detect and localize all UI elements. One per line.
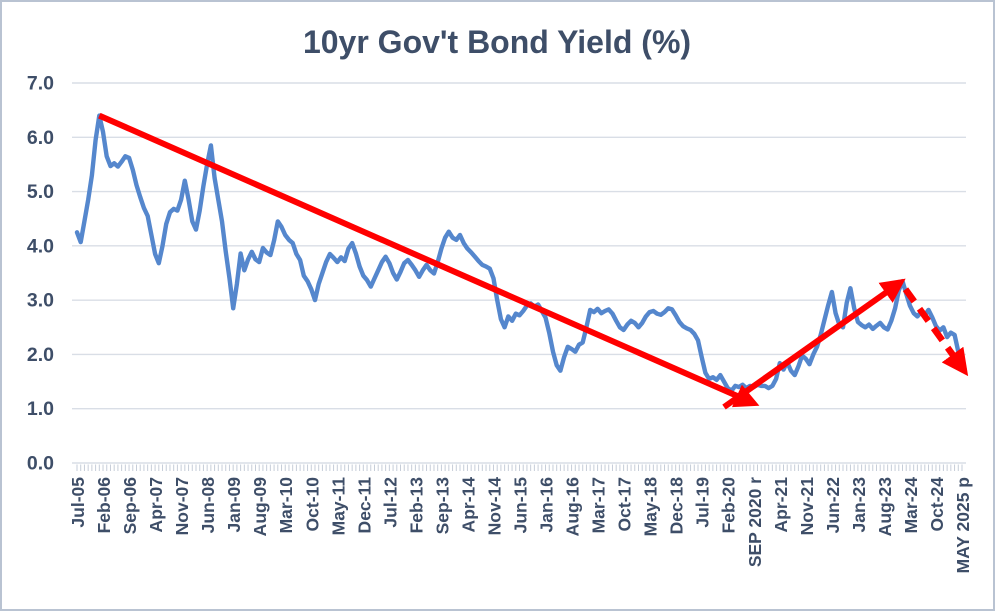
x-tick-label: Nov-21: [797, 477, 817, 536]
x-tick-label: Oct-24: [927, 477, 947, 532]
y-tick-label: 0.0: [27, 453, 54, 475]
x-tick-label: Nov-07: [172, 477, 192, 535]
x-axis-minor-ticks: [76, 464, 963, 471]
gridlines-layer: [72, 82, 966, 464]
x-tick-label: Mar-10: [276, 477, 296, 534]
yield-line: [74, 113, 965, 393]
trend-arrows-layer: [98, 112, 969, 410]
x-tick-label: Jul-19: [693, 477, 713, 528]
x-tick-label: Jan-23: [849, 477, 869, 533]
downtrend-arrow: [98, 112, 760, 408]
x-tick-label: Aug-16: [563, 477, 583, 537]
x-tick-label: Mar-24: [901, 477, 921, 534]
x-tick-label: Jun-15: [511, 477, 531, 534]
x-tick-label: Nov-14: [484, 477, 504, 536]
x-tick-label: Jun-22: [823, 477, 843, 534]
x-tick-label: Dec-18: [667, 477, 687, 535]
x-tick-label: Aug-09: [250, 477, 270, 537]
x-tick-label: Feb-13: [406, 477, 426, 534]
projected-decline-arrow: [902, 287, 969, 377]
x-tick-label: Feb-06: [94, 477, 114, 534]
y-tick-label: 6.0: [27, 127, 54, 149]
y-tick-label: 7.0: [27, 73, 54, 95]
x-tick-label: Mar-17: [589, 477, 609, 533]
y-tick-label: 1.0: [27, 398, 54, 420]
x-tick-label: Sep-06: [120, 477, 140, 535]
x-tick-label: SEP 2020 r: [745, 477, 765, 567]
x-tick-label: Jan-09: [224, 477, 244, 533]
x-tick-label: May-11: [328, 477, 348, 536]
x-tick-label: Apr-14: [458, 477, 478, 533]
x-tick-label: Jan-16: [537, 477, 557, 533]
y-axis-tick-labels: 7.0 6.0 5.0 4.0 3.0 2.0 1.0 0.0: [27, 73, 54, 475]
x-tick-label: Dec-11: [354, 477, 374, 534]
x-tick-label: May-18: [641, 477, 661, 537]
x-tick-label: Jun-08: [198, 477, 218, 534]
x-tick-label: Sep-13: [432, 477, 452, 535]
chart-title: 10yr Gov't Bond Yield (%): [303, 24, 691, 60]
x-tick-label: Feb-20: [719, 477, 739, 534]
yield-series-layer: [74, 113, 965, 393]
x-tick-label: Apr-07: [146, 477, 166, 532]
x-tick-label: Aug-23: [875, 477, 895, 537]
y-tick-label: 5.0: [27, 181, 54, 203]
x-tick-label: Apr-21: [771, 477, 791, 533]
x-tick-label: Jul-05: [68, 477, 88, 528]
x-tick-label: Oct-17: [615, 477, 635, 531]
y-tick-label: 4.0: [27, 235, 54, 257]
y-tick-label: 2.0: [27, 344, 54, 366]
y-tick-label: 3.0: [27, 290, 54, 312]
x-tick-label: Jul-12: [380, 477, 400, 528]
x-tick-label: MAY 2025 p: [953, 477, 973, 573]
x-axis-tick-labels: Jul-05 Feb-06 Sep-06 Apr-07 Nov-07 Jun-08 Jan-…: [68, 477, 973, 574]
uptrend-arrow: [722, 278, 906, 410]
x-tick-label: Oct-10: [302, 477, 322, 532]
